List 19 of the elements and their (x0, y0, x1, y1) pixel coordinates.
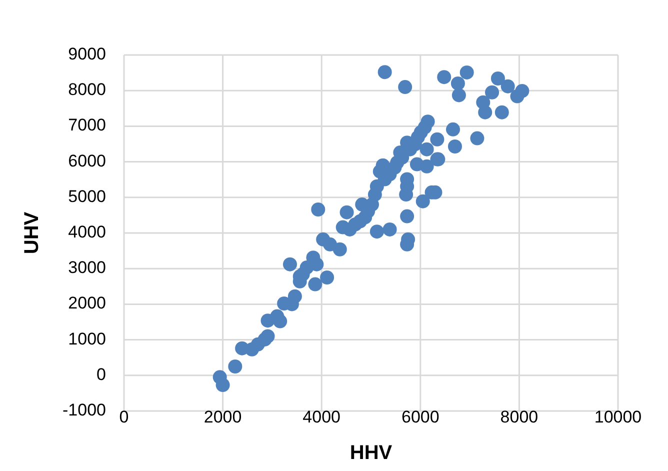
y-tick-label: 7000 (68, 116, 106, 135)
y-tick-label: 4000 (68, 222, 106, 242)
y-tick-label: 3000 (68, 258, 106, 278)
x-tick-label: 8000 (500, 407, 538, 426)
y-tick-label: 5000 (68, 186, 106, 206)
x-tick-label: 6000 (401, 407, 440, 426)
x-tick-label: 4000 (302, 407, 341, 426)
x-tick-label: 10000 (594, 407, 642, 426)
x-tick-label: 0 (119, 407, 129, 426)
y-tick-label: 2000 (68, 294, 106, 313)
x-tick-label: 2000 (204, 407, 242, 426)
x-axis-title: HHV (350, 442, 393, 464)
y-tick-label: -1000 (62, 400, 106, 420)
y-tick-label: 8000 (68, 80, 106, 100)
y-axis-title: UHV (21, 211, 43, 254)
y-tick-label: 1000 (68, 329, 106, 348)
y-tick-label: 6000 (68, 151, 106, 170)
y-tick-label: 0 (96, 364, 106, 384)
y-tick-label: 9000 (68, 44, 106, 64)
